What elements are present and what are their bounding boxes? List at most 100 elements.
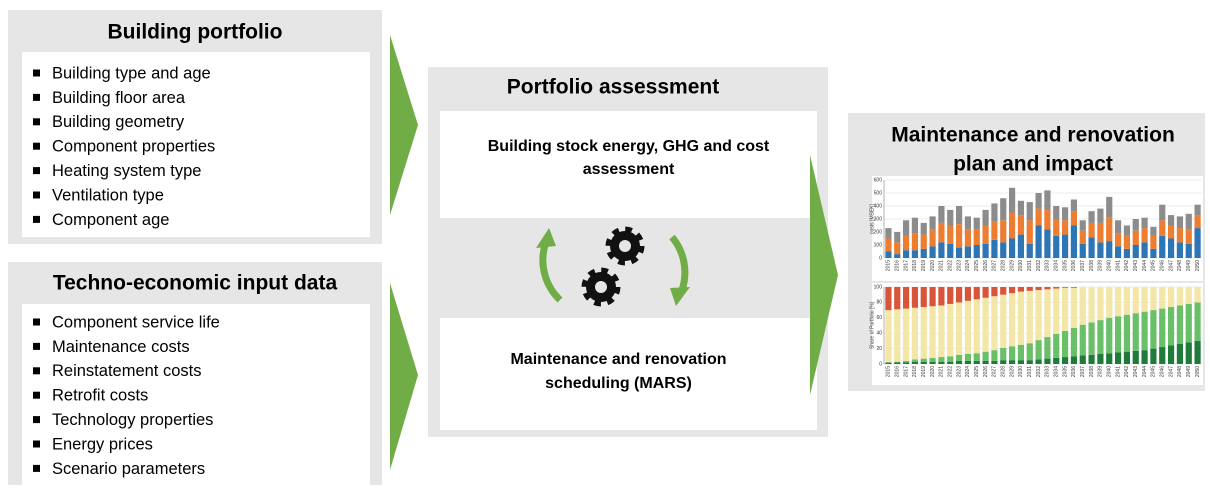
x-tick-label: 2049 <box>1186 366 1192 377</box>
bar-segment <box>1132 313 1139 351</box>
bar-segment <box>920 358 927 362</box>
x-tick-label: 2025 <box>974 366 980 377</box>
x-tick-label: 2037 <box>1080 366 1086 377</box>
bar-segment <box>911 287 919 308</box>
bar-segment <box>929 357 936 362</box>
x-tick-label: 2038 <box>1089 260 1095 271</box>
bar-segment <box>1017 287 1025 292</box>
bar-segment <box>1017 291 1025 345</box>
bar-segment <box>973 217 980 230</box>
bar-segment <box>947 225 954 244</box>
bar-segment <box>1167 345 1175 364</box>
bar-segment <box>1159 204 1166 221</box>
bar-segment <box>1026 343 1033 361</box>
bar-segment <box>1070 327 1078 357</box>
bar-segment <box>1114 352 1122 364</box>
bar-segment <box>1159 347 1166 364</box>
x-tick-label: 2044 <box>1142 366 1148 377</box>
bar-segment <box>1061 287 1069 288</box>
bar-segment <box>1000 294 1007 348</box>
x-tick-label: 2046 <box>1160 260 1166 271</box>
bar-segment <box>1000 347 1007 361</box>
bar-segment <box>1097 320 1104 354</box>
y-tick-label: 500 <box>874 190 883 196</box>
bar-segment <box>920 307 927 359</box>
bar-segment <box>1141 217 1148 229</box>
bar-segment <box>1194 302 1201 341</box>
bar-segment <box>1159 235 1166 258</box>
bar-segment <box>1159 287 1166 309</box>
bar-segment <box>1035 225 1042 258</box>
arrow <box>810 155 838 395</box>
bar-segment <box>1008 287 1016 294</box>
bar-segment <box>1017 234 1025 258</box>
bar-segment <box>1017 360 1025 364</box>
bar-segment <box>1114 246 1122 258</box>
x-tick-label: 2030 <box>1018 260 1024 271</box>
bar-segment <box>1070 199 1078 212</box>
bar-segment <box>938 287 945 306</box>
bar-segment <box>1044 209 1051 230</box>
bar-segment <box>1044 229 1051 258</box>
bar-segment <box>955 354 963 361</box>
bar-segment <box>929 246 936 258</box>
bar-segment <box>1035 359 1042 364</box>
x-tick-label: 2028 <box>1001 366 1007 377</box>
bar-segment <box>1185 213 1192 230</box>
bar-segment <box>1008 187 1016 213</box>
bar-segment <box>1000 220 1007 243</box>
bar-segment <box>947 209 954 226</box>
bar-segment <box>1141 350 1148 364</box>
bar-segment <box>1088 222 1095 238</box>
bar-segment <box>1123 248 1131 258</box>
bar-segment <box>1176 242 1184 258</box>
bar-segment <box>1053 206 1060 219</box>
bullet <box>33 416 40 424</box>
list-item: Building floor area <box>52 89 186 107</box>
bar-segment <box>885 310 892 363</box>
bar-segment <box>911 361 919 364</box>
x-tick-label: 2024 <box>965 260 971 271</box>
bar-segment <box>1053 357 1060 364</box>
x-tick-label: 2034 <box>1054 366 1060 377</box>
bullet <box>33 191 40 199</box>
bar-segment <box>1194 215 1201 229</box>
bar-segment <box>1079 243 1086 258</box>
bar-segment <box>920 234 927 249</box>
x-tick-label: 2030 <box>1018 366 1024 377</box>
bar-segment <box>991 296 998 351</box>
bar-segment <box>885 228 892 239</box>
x-tick-label: 2037 <box>1080 260 1086 271</box>
bar-segment <box>973 287 980 300</box>
bar-segment <box>1088 211 1095 223</box>
bar-segment <box>1061 357 1069 364</box>
bar-segment <box>1088 354 1095 364</box>
bar-segment <box>1194 340 1201 364</box>
bar-segment <box>1088 287 1095 323</box>
x-tick-label: 2048 <box>1177 260 1183 271</box>
bar-segment <box>894 362 901 364</box>
bar-segment <box>1008 293 1016 347</box>
y-tick-label: 100 <box>874 284 883 290</box>
bar-segment <box>894 242 901 255</box>
x-tick-label: 2046 <box>1160 366 1166 377</box>
panel-title: Portfolio assessment <box>507 76 719 99</box>
bar-segment <box>1176 343 1184 364</box>
bar-segment <box>1061 220 1069 235</box>
x-tick-label: 2021 <box>939 366 945 377</box>
panel-title: Building portfolio <box>108 21 283 44</box>
bar-segment <box>1061 287 1069 331</box>
bar-segment <box>991 221 998 240</box>
bar-segment <box>902 235 910 251</box>
bar-segment <box>938 305 945 358</box>
y-tick-label: 40 <box>876 331 882 337</box>
bar-segment <box>920 248 927 258</box>
x-tick-label: 2021 <box>939 260 945 271</box>
panel-title: Maintenance and renovation <box>891 124 1175 147</box>
bar-segment <box>1097 208 1104 223</box>
x-tick-label: 2031 <box>1027 260 1033 271</box>
list-item: Reinstatement costs <box>52 362 201 380</box>
bar-segment <box>1026 287 1033 291</box>
bar-segment <box>1008 346 1016 361</box>
bar-segment <box>1167 215 1175 226</box>
